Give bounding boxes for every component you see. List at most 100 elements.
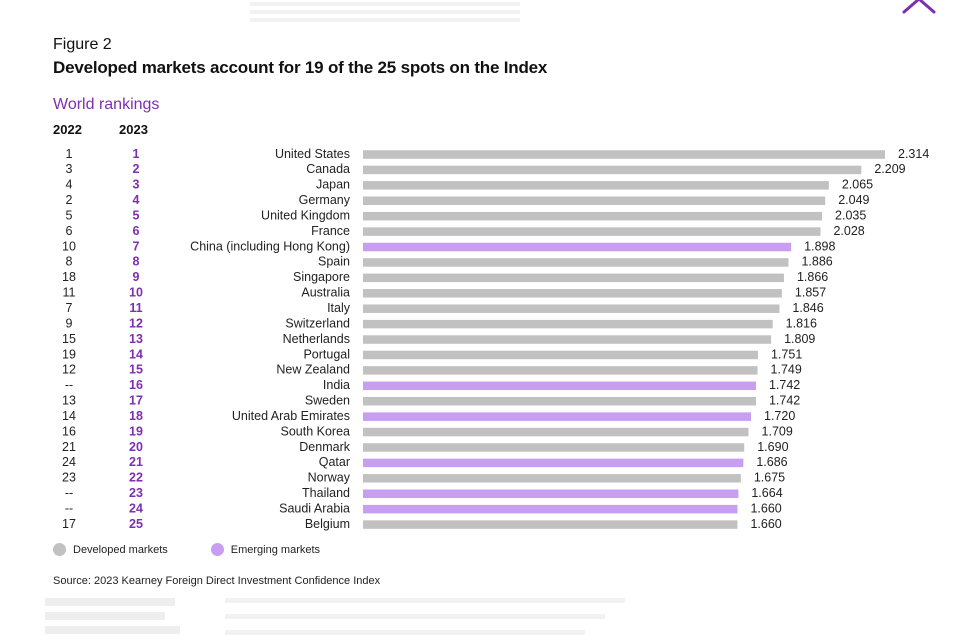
source-note: Source: 2023 Kearney Foreign Direct Inve… bbox=[53, 575, 381, 587]
chart-row: 9 12 Switzerland 1.816 bbox=[66, 316, 817, 330]
legend-item-emerging: Emerging markets bbox=[210, 543, 320, 556]
value-label: 2.314 bbox=[898, 147, 929, 161]
column-header-2023: 2023 bbox=[119, 122, 148, 137]
rank-2023-label: 13 bbox=[129, 332, 143, 346]
rank-2022-label: 21 bbox=[62, 440, 76, 454]
chart-row: 14 18 United Arab Emirates 1.720 bbox=[62, 409, 795, 423]
value-label: 2.049 bbox=[838, 193, 869, 207]
chart-row: 24 21 Qatar 1.686 bbox=[62, 455, 788, 469]
bar bbox=[363, 304, 780, 313]
bar bbox=[363, 366, 758, 375]
close-icon[interactable] bbox=[900, 0, 938, 16]
bar bbox=[363, 381, 756, 391]
chart-row: -- 16 India 1.742 bbox=[65, 378, 800, 392]
column-header-2022: 2022 bbox=[53, 122, 82, 137]
bar bbox=[363, 427, 749, 437]
category-label: New Zealand bbox=[276, 363, 350, 377]
bar bbox=[363, 504, 738, 514]
rank-2023-label: 21 bbox=[129, 455, 143, 469]
rank-2022-label: 14 bbox=[62, 409, 76, 423]
rank-2022-label: 19 bbox=[62, 347, 76, 361]
chart-row: 13 17 Sweden 1.742 bbox=[62, 394, 800, 408]
category-label: France bbox=[311, 224, 350, 238]
rank-2023-label: 19 bbox=[129, 424, 143, 438]
value-label: 1.720 bbox=[764, 409, 795, 423]
rank-2023-label: 3 bbox=[133, 178, 140, 192]
category-label: Netherlands bbox=[283, 332, 350, 346]
chart-row: 7 11 Italy 1.846 bbox=[66, 301, 824, 315]
chart-row: 5 5 United Kingdom 2.035 bbox=[66, 208, 867, 222]
value-label: 1.690 bbox=[757, 440, 788, 454]
category-label: Portugal bbox=[303, 347, 350, 361]
rank-2022-label: 3 bbox=[66, 162, 73, 176]
bar bbox=[363, 165, 862, 175]
rank-2022-label: 23 bbox=[62, 471, 76, 485]
value-label: 1.898 bbox=[804, 239, 835, 253]
legend-item-developed: Developed markets bbox=[53, 543, 168, 556]
bar bbox=[363, 227, 821, 236]
rank-2023-label: 22 bbox=[129, 471, 143, 485]
rank-2023-label: 6 bbox=[133, 224, 140, 238]
value-label: 2.209 bbox=[874, 162, 905, 176]
category-label: Belgium bbox=[305, 517, 350, 531]
value-label: 1.866 bbox=[797, 270, 828, 284]
bar bbox=[363, 335, 772, 344]
value-label: 2.065 bbox=[842, 178, 873, 192]
value-label: 1.742 bbox=[769, 394, 800, 408]
rank-2022-label: 9 bbox=[66, 316, 73, 330]
category-label: United Arab Emirates bbox=[232, 409, 350, 423]
chart-row: 17 25 Belgium 1.660 bbox=[62, 517, 782, 531]
legend-swatch-emerging bbox=[210, 543, 224, 556]
chart-row: 23 22 Norway 1.675 bbox=[62, 471, 785, 485]
rank-2022-label: 6 bbox=[66, 224, 73, 238]
bar bbox=[363, 242, 792, 252]
category-label: Australia bbox=[301, 286, 350, 300]
bar bbox=[363, 211, 823, 221]
chart-row: -- 23 Thailand 1.664 bbox=[65, 486, 783, 500]
value-label: 2.035 bbox=[835, 208, 866, 222]
bar bbox=[363, 289, 782, 298]
chart-row: 19 14 Portugal 1.751 bbox=[62, 347, 802, 361]
value-label: 1.660 bbox=[750, 517, 781, 531]
chart-row: 6 6 France 2.028 bbox=[66, 224, 865, 238]
chart-row: 2 4 Germany 2.049 bbox=[66, 193, 870, 207]
category-label: India bbox=[323, 378, 350, 392]
rank-2022-label: 17 bbox=[62, 517, 76, 531]
category-label: United States bbox=[275, 147, 350, 161]
value-label: 1.686 bbox=[756, 455, 787, 469]
category-label: Canada bbox=[306, 162, 350, 176]
rank-2022-label: 2 bbox=[66, 193, 73, 207]
category-label: Norway bbox=[308, 471, 351, 485]
bar bbox=[363, 520, 738, 529]
rank-2022-label: 16 bbox=[62, 424, 76, 438]
rank-2022-label: 15 bbox=[62, 332, 76, 346]
bar bbox=[363, 196, 826, 206]
chart-row: 3 2 Canada 2.209 bbox=[66, 162, 906, 176]
section-title: World rankings bbox=[53, 96, 160, 113]
value-label: 1.749 bbox=[771, 363, 802, 377]
rank-2023-label: 5 bbox=[133, 208, 140, 222]
rank-2023-label: 18 bbox=[129, 409, 143, 423]
category-label: Thailand bbox=[302, 486, 350, 500]
bar bbox=[363, 181, 829, 190]
category-label: Switzerland bbox=[285, 316, 350, 330]
faded-next-content bbox=[45, 598, 625, 635]
chart-row: 12 15 New Zealand 1.749 bbox=[62, 363, 802, 377]
value-label: 1.664 bbox=[751, 486, 782, 500]
chart-row: 21 20 Denmark 1.690 bbox=[62, 440, 789, 454]
category-label: Denmark bbox=[299, 440, 350, 454]
rank-2023-label: 9 bbox=[133, 270, 140, 284]
value-label: 1.675 bbox=[754, 471, 785, 485]
category-label: Japan bbox=[316, 178, 350, 192]
rank-2023-label: 25 bbox=[129, 517, 143, 531]
chart-row: -- 24 Saudi Arabia 1.660 bbox=[65, 501, 782, 515]
bar bbox=[363, 396, 756, 406]
rank-2023-label: 2 bbox=[133, 162, 140, 176]
category-label: Sweden bbox=[305, 394, 350, 408]
rank-2022-label: 11 bbox=[63, 286, 76, 300]
rank-2022-label: 12 bbox=[62, 363, 76, 377]
chart-row: 8 8 Spain 1.886 bbox=[66, 255, 833, 269]
legend-swatch-developed bbox=[53, 543, 66, 556]
rank-2023-label: 7 bbox=[133, 239, 140, 253]
